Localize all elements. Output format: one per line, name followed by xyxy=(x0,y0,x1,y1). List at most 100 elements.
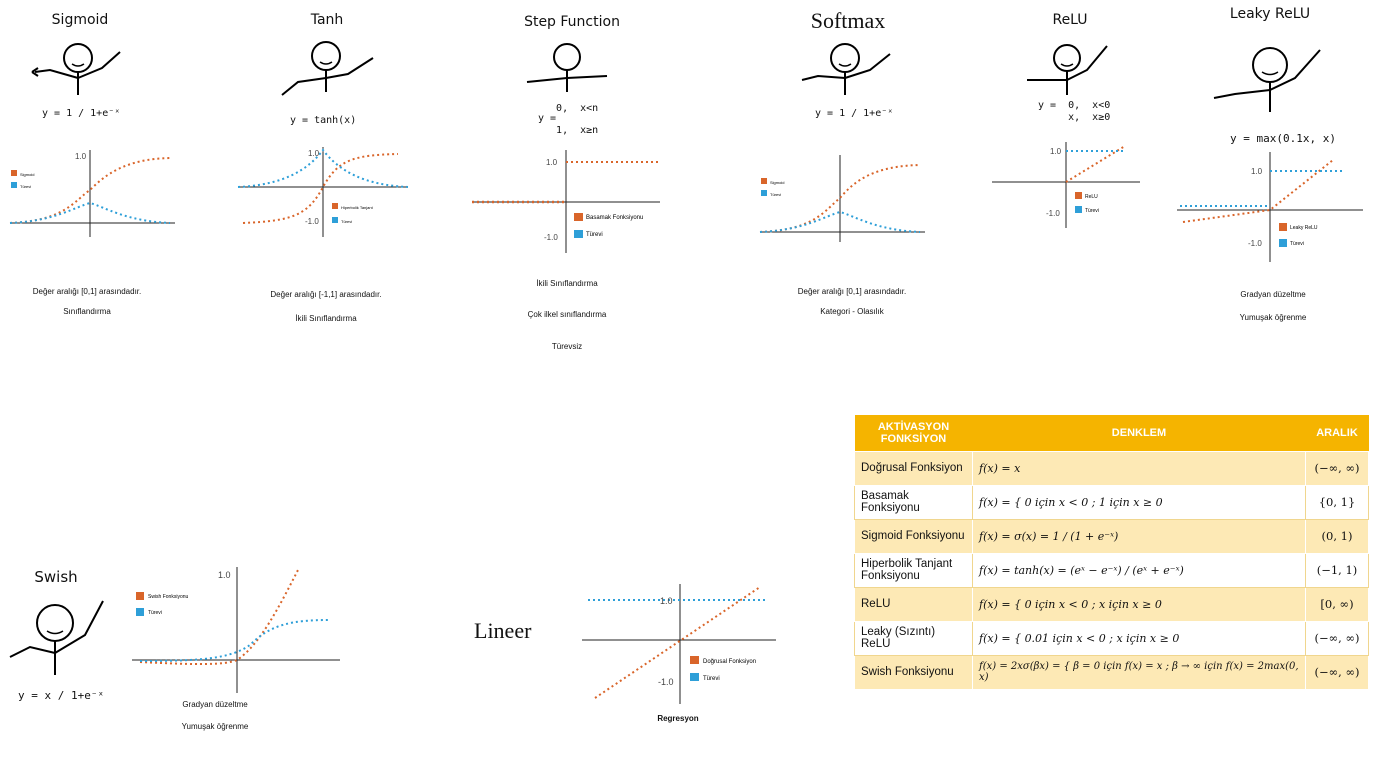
tanh-legend-fn: Hiperbolik Tanjant xyxy=(341,205,374,210)
step-title: Step Function xyxy=(524,14,620,30)
leaky-stick-figure xyxy=(1213,47,1321,112)
header-activation: AKTİVASYON FONKSİYON xyxy=(854,415,973,451)
step-formula-line2: y = 1, x≥n xyxy=(538,113,599,136)
tanh-note1: Değer aralığı [-1,1] arasındadır. xyxy=(270,290,382,299)
leaky-legend-fn: Leaky ReLU xyxy=(1290,225,1318,231)
step-note3: Türevsiz xyxy=(551,342,583,351)
row-range: (0, 1) xyxy=(1305,518,1369,554)
sigmoid-formula: y = 1 / 1+e⁻ˣ xyxy=(42,108,121,119)
relu-title: ReLU xyxy=(1052,12,1088,28)
softmax-formula: y = 1 / 1+e⁻ˣ xyxy=(815,108,894,119)
leaky-tick-neg: -1.0 xyxy=(1248,239,1262,248)
swish-legend-fn: Swish Fonksiyonu xyxy=(148,594,189,600)
row-range: (−1, 1) xyxy=(1305,552,1369,588)
relu-stick-figure xyxy=(1027,44,1108,95)
sigmoid-legend-d: Türevi xyxy=(20,184,31,189)
row-equation: f(x) = { 0 için x < 0 ; 1 için x ≥ 0 xyxy=(972,484,1306,520)
header-equation: DENKLEM xyxy=(972,415,1306,451)
step-legend-d: Türevi xyxy=(586,232,603,238)
step-tick-neg: -1.0 xyxy=(544,233,558,242)
row-equation: f(x) = 2xσ(βx) = { β = 0 için f(x) = x ;… xyxy=(972,654,1306,690)
leaky-chart: Leaky ReLU Türevi 1.0 -1.0 xyxy=(1177,152,1363,262)
tanh-formula: y = tanh(x) xyxy=(290,115,357,126)
swish-note2: Yumuşak öğrenme xyxy=(181,722,249,731)
leaky-tick-pos: 1.0 xyxy=(1251,167,1263,176)
row-name: Sigmoid Fonksiyonu xyxy=(854,518,973,554)
swish-chart: Swish Fonksiyonu Türevi 1.0 xyxy=(132,567,340,693)
activation-table: AKTİVASYON FONKSİYON DENKLEM ARALIK Doğr… xyxy=(854,415,1369,690)
softmax-legend-fn: Sigmoid xyxy=(770,180,784,185)
lineer-legend-d: Türevi xyxy=(703,676,720,682)
swish-tick: 1.0 xyxy=(218,570,231,580)
table-row: ReLU f(x) = { 0 için x < 0 ; x için x ≥ … xyxy=(854,586,1369,622)
sigmoid-chart: Sigmoid Türevi 1.0 xyxy=(9,150,175,237)
sigmoid-tick: 1.0 xyxy=(75,152,87,161)
softmax-chart: Sigmoid Türevi xyxy=(759,155,925,242)
tanh-stick-figure xyxy=(281,41,374,96)
table-row: Hiperbolik Tanjant Fonksiyonu f(x) = tan… xyxy=(854,552,1369,588)
sigmoid-title: Sigmoid xyxy=(51,12,109,28)
row-range: (−∞, ∞) xyxy=(1305,620,1369,656)
lineer-tick-neg: -1.0 xyxy=(658,677,674,687)
relu-formula: y = 0, x<0 x, x≥0 xyxy=(1038,100,1111,123)
row-equation: f(x) = x xyxy=(972,450,1306,486)
row-equation: f(x) = { 0 için x < 0 ; x için x ≥ 0 xyxy=(972,586,1306,622)
step-legend-fn: Basamak Fonksiyonu xyxy=(586,215,643,221)
sigmoid-note1: Değer aralığı [0,1] arasındadır. xyxy=(32,287,142,296)
row-name: Basamak Fonksiyonu xyxy=(854,484,973,520)
lineer-chart: Doğrusal Fonksiyon Türevi 1.0 -1.0 xyxy=(582,584,776,704)
leaky-title: Leaky ReLU xyxy=(1229,6,1311,22)
tanh-chart: Hiperbolik Tanjant Türevi 1.0 -1.0 xyxy=(237,147,409,237)
row-range: {0, 1} xyxy=(1305,484,1369,520)
tanh-legend-d: Türevi xyxy=(341,219,352,224)
row-name: Hiperbolik Tanjant Fonksiyonu xyxy=(854,552,973,588)
leaky-legend-d: Türevi xyxy=(1290,241,1304,247)
sigmoid-legend-fn: Sigmoid xyxy=(20,172,34,177)
leaky-note2: Yumuşak öğrenme xyxy=(1239,313,1307,322)
relu-tick-pos: 1.0 xyxy=(1050,147,1062,156)
row-name: Swish Fonksiyonu xyxy=(854,654,973,690)
row-name: ReLU xyxy=(854,586,973,622)
table-row: Swish Fonksiyonu f(x) = 2xσ(βx) = { β = … xyxy=(854,654,1369,690)
relu-legend-fn: ReLU xyxy=(1085,194,1098,200)
step-note2: Çok ilkel sınıflandırma xyxy=(527,310,607,319)
table-row: Doğrusal Fonksiyon f(x) = x (−∞, ∞) xyxy=(854,450,1369,486)
softmax-note2: Kategori - Olasılık xyxy=(820,307,884,316)
swish-formula: y = x / 1+e⁻ˣ xyxy=(18,689,105,702)
table-row: Basamak Fonksiyonu f(x) = { 0 için x < 0… xyxy=(854,484,1369,520)
tanh-note2: İkili Sınıflandırma xyxy=(295,314,357,323)
table-row: Leaky (Sızıntı) ReLU f(x) = { 0.01 için … xyxy=(854,620,1369,656)
swish-legend-d: Türevi xyxy=(148,610,162,616)
row-equation: f(x) = σ(x) = 1 / (1 + e⁻ˣ) xyxy=(972,518,1306,554)
tanh-tick-pos: 1.0 xyxy=(308,149,320,158)
softmax-title: Softmax xyxy=(810,8,886,33)
row-range: [0, ∞) xyxy=(1305,586,1369,622)
softmax-stick-figure xyxy=(801,43,891,95)
step-formula-line1: 0, x<n xyxy=(538,103,599,114)
row-equation: f(x) = tanh(x) = (eˣ − e⁻ˣ) / (eˣ + e⁻ˣ) xyxy=(972,552,1306,588)
sigmoid-note2: Sınıflandırma xyxy=(63,307,111,316)
swish-title: Swish xyxy=(34,568,78,586)
leaky-formula: y = max(0.1x, x) xyxy=(1230,132,1336,145)
relu-chart: ReLU Türevi 1.0 -1.0 xyxy=(992,142,1140,228)
softmax-legend-d: Türevi xyxy=(770,192,781,197)
row-range: (−∞, ∞) xyxy=(1305,654,1369,690)
sigmoid-stick-figure xyxy=(31,43,121,95)
lineer-note: Regresyon xyxy=(657,714,699,723)
tanh-tick-neg: -1.0 xyxy=(305,217,319,226)
row-equation: f(x) = { 0.01 için x < 0 ; x için x ≥ 0 xyxy=(972,620,1306,656)
relu-tick-neg: -1.0 xyxy=(1046,209,1060,218)
lineer-tick-pos: 1.0 xyxy=(660,596,673,606)
leaky-note1: Gradyan düzeltme xyxy=(1240,290,1306,299)
step-stick-figure xyxy=(526,43,608,92)
step-chart: Basamak Fonksiyonu Türevi 1.0 -1.0 xyxy=(472,150,660,253)
tanh-title: Tanh xyxy=(310,12,344,28)
row-name: Leaky (Sızıntı) ReLU xyxy=(854,620,973,656)
row-range: (−∞, ∞) xyxy=(1305,450,1369,486)
header-range: ARALIK xyxy=(1305,415,1369,451)
step-note1: İkili Sınıflandırma xyxy=(536,279,598,288)
lineer-legend-fn: Doğrusal Fonksiyon xyxy=(703,659,756,665)
row-name: Doğrusal Fonksiyon xyxy=(854,450,973,486)
swish-note1: Gradyan düzeltme xyxy=(182,700,248,709)
table-row: Sigmoid Fonksiyonu f(x) = σ(x) = 1 / (1 … xyxy=(854,518,1369,554)
